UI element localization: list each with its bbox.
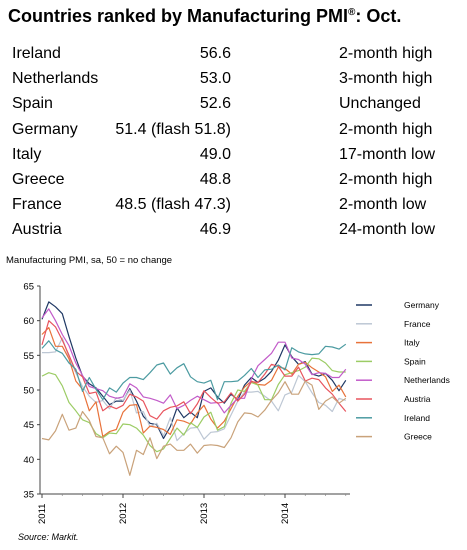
- chart-title: Manufacturing PMI, sa, 50 = no change: [6, 255, 172, 266]
- legend-label-greece: Greece: [404, 432, 432, 442]
- series-line-ireland: [41, 340, 347, 401]
- ranking-row: Austria 46.9 24-month low: [12, 221, 462, 246]
- pmi-value: 52.6: [199, 95, 231, 113]
- legend-label-ireland: Ireland: [404, 413, 430, 423]
- pmi-value: 56.6: [199, 45, 231, 62]
- pmi-value: 49.0: [199, 145, 231, 163]
- country-name: Spain: [12, 95, 53, 113]
- status-text: 2-month high: [339, 170, 433, 188]
- pmi-value: 51.4 (flash 51.8): [115, 120, 231, 138]
- x-tick-label: 2011: [37, 504, 48, 524]
- pmi-value: 48.8: [199, 170, 231, 188]
- x-tick-label: 2013: [199, 503, 210, 524]
- status-text: 2-month low: [339, 196, 427, 214]
- ranking-row: Ireland 56.6 2-month high: [12, 45, 462, 70]
- ranking-row: Netherlands 53.0 3-month high: [12, 70, 462, 95]
- country-name: Austria: [12, 221, 62, 239]
- y-tick-label: 45: [23, 420, 34, 431]
- pmi-value: 53.0: [199, 70, 231, 88]
- status-text: 24-month low: [339, 221, 436, 239]
- y-tick-label: 55: [23, 351, 34, 362]
- y-tick-label: 50: [23, 386, 34, 397]
- ranking-row: France 48.5 (flash 47.3) 2-month low: [12, 196, 462, 221]
- legend-label-france: France: [404, 319, 431, 329]
- ranking-row: Germany 51.4 (flash 51.8) 2-month high: [12, 121, 462, 146]
- status-text: 17-month low: [339, 145, 436, 163]
- series-line-netherlands: [41, 308, 347, 414]
- series-line-austria: [41, 320, 347, 420]
- series-line-greece: [41, 380, 347, 476]
- title-suffix: : Oct.: [355, 6, 402, 26]
- series-line-germany: [41, 301, 347, 440]
- legend-label-netherlands: Netherlands: [404, 375, 450, 385]
- x-tick-label: 2012: [118, 503, 129, 524]
- country-name: France: [12, 196, 62, 214]
- country-name: Netherlands: [12, 70, 99, 88]
- status-text: 3-month high: [339, 70, 433, 88]
- legend-label-austria: Austria: [404, 394, 431, 404]
- pmi-line-chart: Manufacturing PMI, sa, 50 = no change 35…: [6, 255, 450, 524]
- title-text: Countries ranked by Manufacturing PMI: [8, 6, 349, 26]
- legend-label-spain: Spain: [404, 356, 426, 366]
- legend-label-germany: Germany: [404, 300, 440, 310]
- ranking-row: Spain 52.6 Unchanged: [12, 95, 462, 120]
- country-name: Ireland: [12, 45, 61, 62]
- status-text: 2-month high: [339, 45, 433, 62]
- country-name: Germany: [12, 120, 78, 138]
- y-tick-label: 35: [23, 490, 34, 501]
- series-line-italy: [41, 326, 347, 438]
- page-title: Countries ranked by Manufacturing PMI®: …: [8, 6, 401, 27]
- status-text: Unchanged: [339, 95, 421, 113]
- y-tick-label: 60: [23, 316, 34, 327]
- x-tick-label: 2014: [280, 503, 291, 524]
- legend-label-italy: Italy: [404, 338, 420, 348]
- y-tick-label: 40: [23, 455, 34, 466]
- source-note: Source: Markit.: [18, 532, 79, 542]
- series-line-france: [42, 337, 346, 442]
- y-tick-label: 65: [23, 282, 34, 293]
- ranking-row: Greece 48.8 2-month high: [12, 171, 462, 196]
- ranking-table: Ireland 56.6 2-month high Netherlands 53.0 3…: [12, 45, 462, 247]
- status-text: 2-month high: [339, 120, 433, 138]
- pmi-value: 46.9: [199, 221, 231, 239]
- registered-mark: ®: [348, 7, 356, 18]
- pmi-value: 48.5 (flash 47.3): [115, 196, 231, 214]
- country-name: Italy: [12, 145, 42, 163]
- country-name: Greece: [12, 170, 65, 188]
- ranking-row: Italy 49.0 17-month low: [12, 146, 462, 171]
